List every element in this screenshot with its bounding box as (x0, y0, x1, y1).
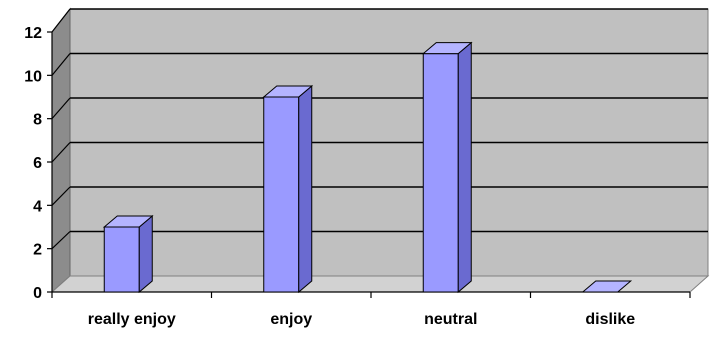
bar-front (103, 226, 140, 293)
x-tick-label: dislike (585, 311, 635, 328)
gridline-side (51, 8, 71, 33)
bar (421, 41, 473, 294)
bar-front (422, 53, 459, 293)
x-tick-label: really enjoy (88, 311, 176, 328)
y-tick-label: 2 (33, 242, 42, 259)
x-tick-label: enjoy (270, 311, 312, 328)
gridline-side (51, 97, 71, 120)
y-tick-label: 8 (33, 112, 42, 129)
gridline-side (51, 142, 71, 163)
bar (581, 280, 633, 293)
y-tick-label: 6 (33, 155, 42, 172)
bars (102, 41, 633, 294)
x-axis-ticks: really enjoy enjoy neutral dislike (88, 311, 636, 328)
x-tick-label: neutral (424, 311, 477, 328)
gridline-side (51, 231, 71, 250)
bar-side (298, 84, 313, 294)
bar (262, 84, 314, 294)
y-tick-label: 0 (33, 285, 42, 302)
bar-top (421, 42, 473, 55)
bar-side (138, 214, 153, 294)
bar-side (457, 41, 472, 294)
y-tick-label: 10 (24, 68, 42, 85)
gridline-side (51, 186, 71, 206)
gridlines (51, 8, 708, 250)
plot-left-wall (51, 7, 71, 294)
gridline-side (51, 53, 71, 76)
bar-front (263, 96, 300, 293)
y-axis-ticks: 0 2 4 6 8 10 12 (24, 25, 42, 302)
bar (102, 214, 154, 294)
y-tick-label: 12 (24, 25, 42, 42)
bar-top (262, 85, 314, 98)
bar-top (581, 280, 633, 293)
y-tick-label: 4 (33, 198, 42, 215)
bar-top (102, 215, 154, 228)
